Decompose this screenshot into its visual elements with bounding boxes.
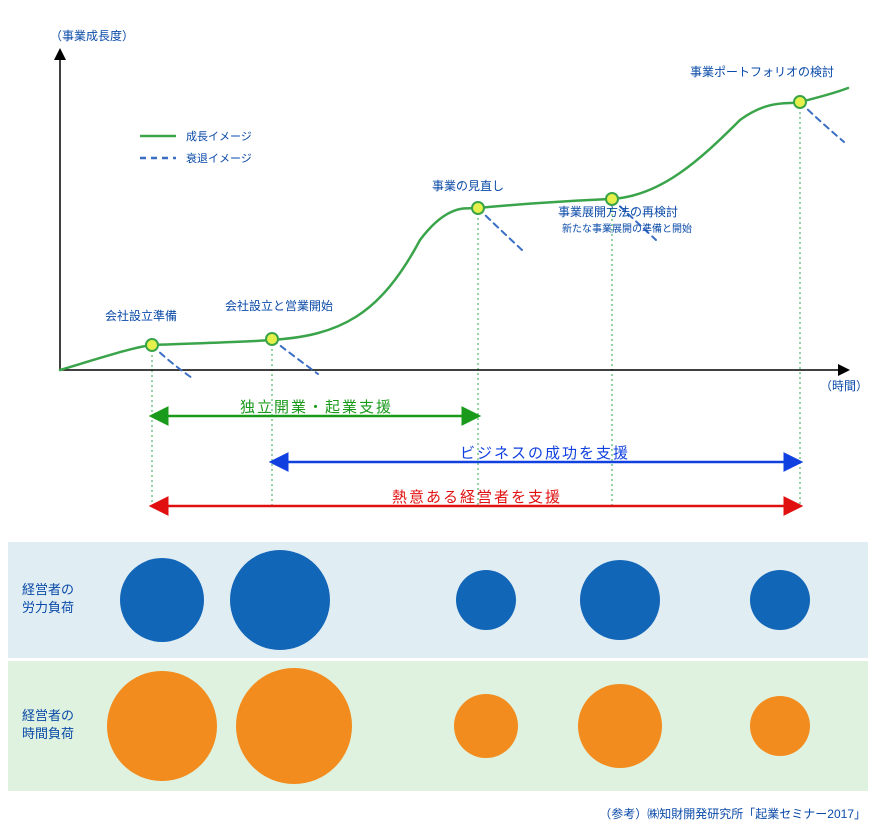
band-0-bubble-1 <box>230 550 330 650</box>
phase-label-2: 熱意ある経営者を支援 <box>392 488 562 506</box>
band-1-bubble-2 <box>454 694 518 758</box>
band-0-bubble-4 <box>750 570 810 630</box>
decline-dash-1 <box>272 339 318 374</box>
milestone-label-2: 事業の見直し <box>432 179 504 193</box>
credit-text: （参考）㈱知財開発研究所「起業セミナー2017」 <box>599 806 866 821</box>
milestone-node-4 <box>794 96 806 108</box>
phase-label-0: 独立開業・起業支援 <box>240 399 393 416</box>
phase-label-1: ビジネスの成功を支援 <box>460 445 630 462</box>
milestone-node-0 <box>146 339 158 351</box>
decline-dash-0 <box>152 345 192 378</box>
milestone-node-1 <box>266 333 278 345</box>
milestone-label-4: 事業ポートフォリオの検討 <box>690 64 834 79</box>
legend-label-1: 衰退イメージ <box>186 151 252 165</box>
decline-dash-4 <box>800 102 844 142</box>
milestone-label-3: 事業展開方法の再検討 <box>558 204 678 219</box>
milestone-sublabel-3: 新たな事業展開の準備と開始 <box>562 222 692 235</box>
milestone-node-3 <box>606 193 618 205</box>
growth-curve <box>60 88 848 370</box>
y-axis-label: （事業成長度） <box>50 28 134 43</box>
legend-label-0: 成長イメージ <box>186 130 252 143</box>
milestone-label-0: 会社設立準備 <box>105 308 177 323</box>
band-1-bubble-3 <box>578 684 662 768</box>
band-0-bubble-0 <box>120 558 204 642</box>
band-1-bubble-0 <box>107 671 217 781</box>
band-1-bubble-4 <box>750 696 810 756</box>
decline-dash-2 <box>478 208 522 250</box>
band-0-bubble-2 <box>456 570 516 630</box>
milestone-label-1: 会社設立と営業開始 <box>225 298 333 313</box>
band-0-bubble-3 <box>580 560 660 640</box>
diagram-root: （事業成長度） （時間） 会社設立準備 会社設立と営業開始 事業の見直し事業展開方法の再… <box>0 0 876 834</box>
band-1-bubble-1 <box>236 668 352 784</box>
milestone-node-2 <box>472 202 484 214</box>
diagram-svg: （事業成長度） （時間） 会社設立準備 会社設立と営業開始 事業の見直し事業展開方法の再… <box>0 0 876 834</box>
x-axis-label: （時間） <box>820 379 868 393</box>
